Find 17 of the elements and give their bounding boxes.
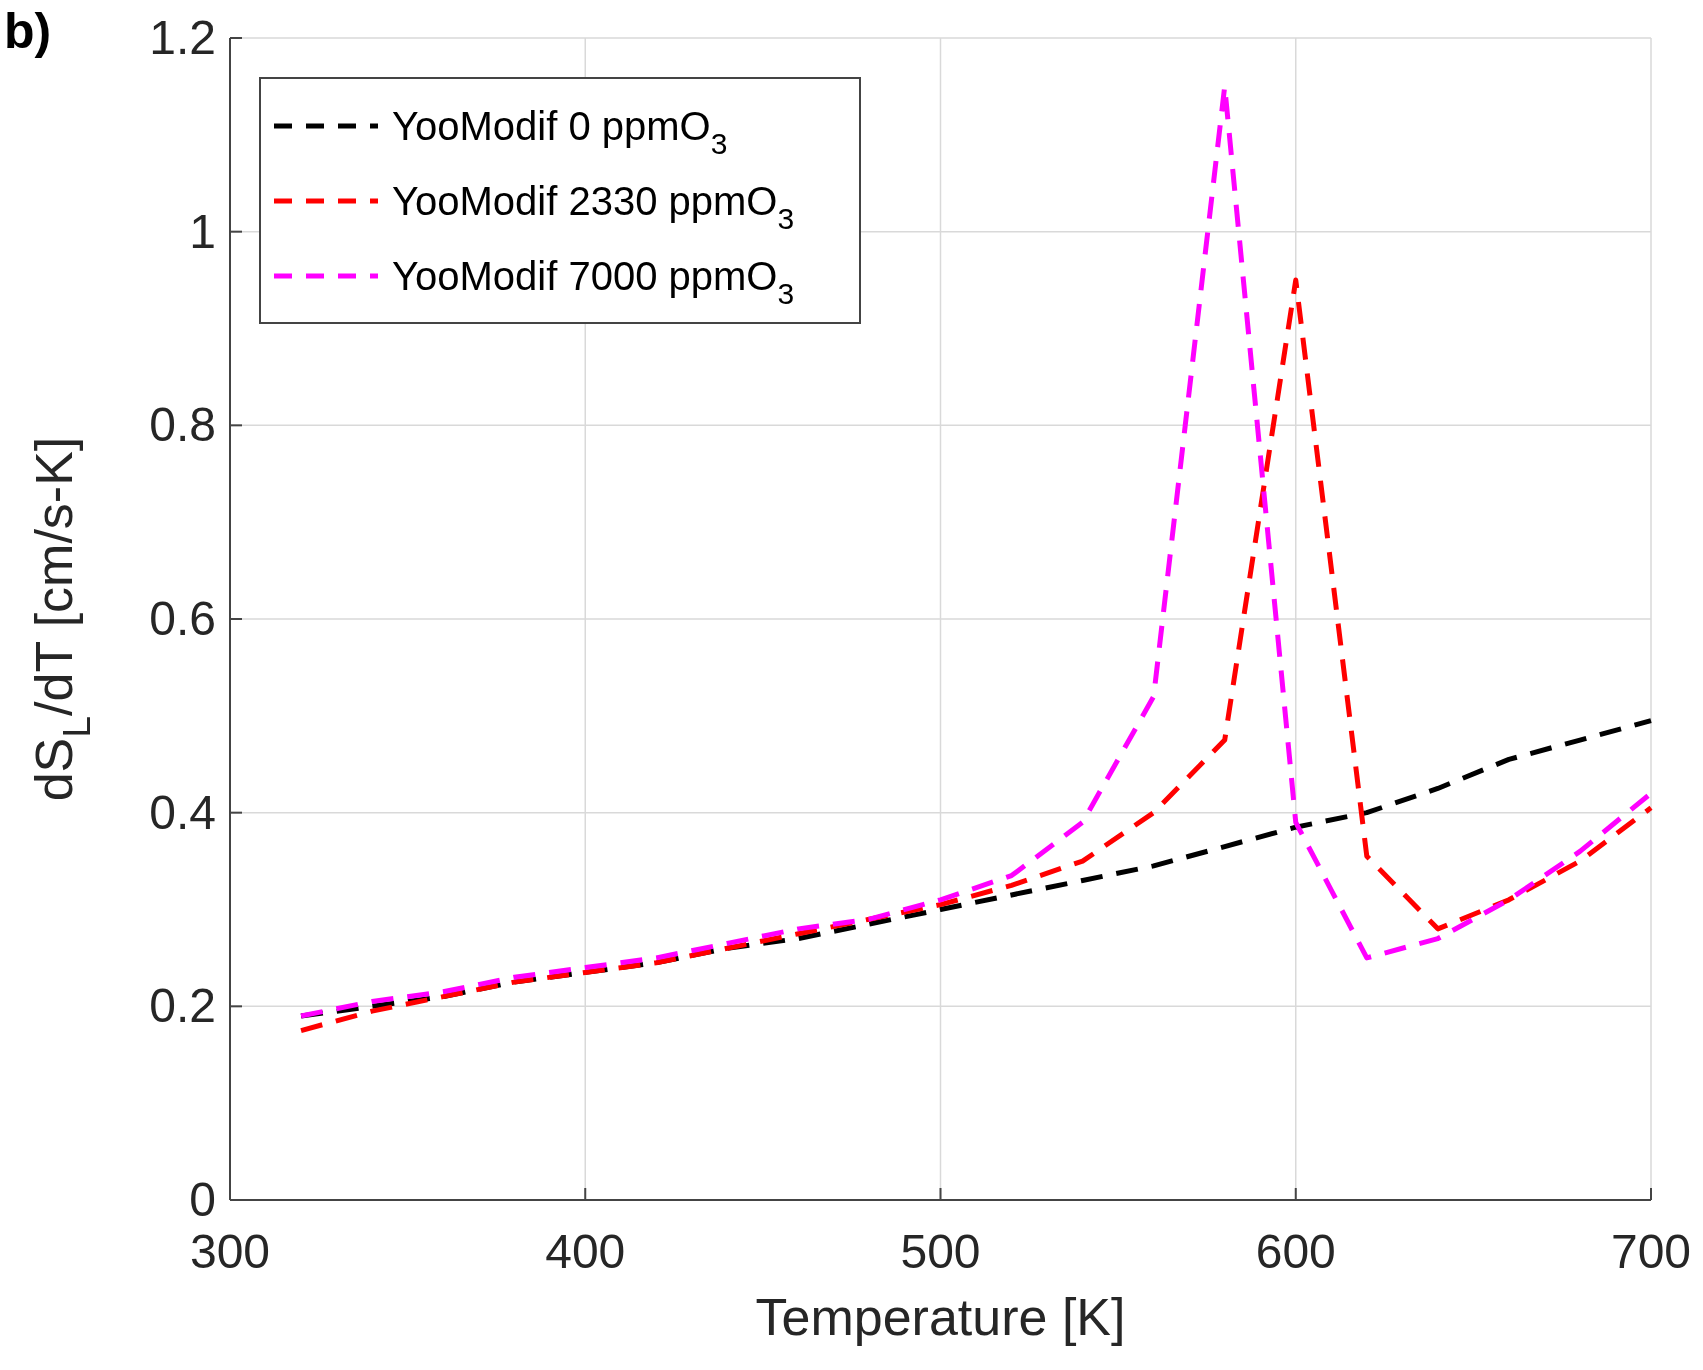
y-tick-label: 0.2 [149, 979, 216, 1033]
x-axis-title: Temperature [K] [755, 1288, 1126, 1346]
y-tick-label: 1.2 [149, 11, 216, 64]
legend-label: YooModif 2330 ppmO$_{3}$ [392, 179, 795, 235]
y-tick-label: 1 [189, 204, 216, 258]
y-tick-label: 0.8 [149, 398, 216, 452]
legend-label: YooModif 7000 ppmO$_{3}$ [392, 254, 795, 310]
legend-label: YooModif 0 ppmO$_{3}$ [392, 104, 728, 160]
text: b) [4, 3, 52, 59]
y-tick-label: 0.6 [149, 592, 216, 645]
x-tick-label: 700 [1610, 1225, 1692, 1278]
y-tick-label: 0 [189, 1173, 216, 1226]
x-tick-label: 500 [900, 1225, 981, 1278]
y-tick-label: 0.4 [149, 785, 216, 839]
x-tick-label: 400 [545, 1225, 626, 1278]
x-tick-label: 300 [189, 1225, 271, 1278]
x-tick-label: 600 [1255, 1225, 1336, 1278]
